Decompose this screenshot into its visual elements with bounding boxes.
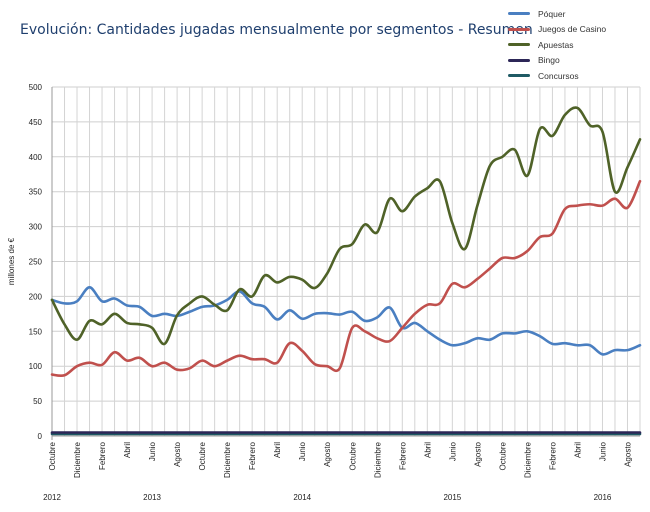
axes	[51, 87, 640, 440]
x-tick-label: Febrero	[398, 441, 407, 470]
y-tick-label: 100	[29, 362, 43, 371]
legend-label-concursos: Concursos	[538, 70, 579, 81]
y-tick-label: 200	[29, 292, 43, 301]
x-tick-label: Abril	[123, 442, 132, 458]
x-tick-label: Octubre	[348, 441, 357, 470]
series-line-casino	[50, 179, 642, 378]
series-line-apuestas	[50, 106, 642, 346]
legend-item-poquer: Póquer	[508, 6, 606, 22]
series-lines	[50, 106, 642, 436]
y-tick-label: 350	[29, 188, 43, 197]
y-tick-label: 300	[29, 223, 43, 232]
y-tick-label: 50	[33, 397, 42, 406]
x-tick-label: Febrero	[548, 441, 557, 470]
chart-title: Evolución: Cantidades jugadas mensualmen…	[20, 22, 533, 38]
year-label: 2016	[594, 493, 612, 502]
x-tick-label: Octubre	[48, 441, 57, 470]
x-tick-label: Junio	[598, 441, 607, 461]
legend-label-bingo: Bingo	[538, 55, 560, 66]
legend-label-casino: Juegos de Casino	[538, 24, 607, 35]
y-axis-label: millones de €	[7, 237, 16, 285]
x-tick-label: Abril	[273, 442, 282, 458]
legend-item-casino: Juegos de Casino	[508, 22, 606, 38]
y-tick-label: 0	[38, 432, 43, 441]
x-tick-label: Octubre	[198, 441, 207, 470]
x-tick-label: Agosto	[173, 441, 182, 466]
y-tick-label: 250	[29, 258, 43, 267]
x-tick-label: Diciembre	[523, 441, 532, 478]
x-tick-label: Junio	[148, 441, 157, 461]
legend-swatch-concursos	[508, 74, 530, 78]
x-tick-label: Octubre	[498, 441, 507, 470]
x-tick-label: Diciembre	[373, 441, 382, 478]
x-tick-label: Diciembre	[223, 441, 232, 478]
x-tick-label: Diciembre	[73, 441, 82, 478]
legend-swatch-apuestas	[508, 43, 530, 47]
y-tick-label: 400	[29, 153, 43, 162]
series-line-poquer	[50, 286, 642, 356]
x-tick-label: Agosto	[473, 441, 482, 466]
legend-label-apuestas: Apuestas	[538, 39, 574, 50]
x-tick-label: Junio	[448, 441, 457, 461]
x-tick-label: Febrero	[248, 441, 257, 470]
legend-label-poquer: Póquer	[538, 8, 566, 19]
legend-item-concursos: Concursos	[508, 68, 606, 84]
year-label: 2014	[293, 493, 311, 502]
legend-item-bingo: Bingo	[508, 53, 606, 69]
legend-swatch-casino	[508, 27, 530, 31]
year-label: 2013	[143, 493, 161, 502]
y-tick-label: 500	[29, 83, 43, 92]
x-tick-label: Junio	[298, 441, 307, 461]
legend-swatch-poquer	[508, 12, 530, 16]
x-tick-label: Agosto	[323, 441, 332, 466]
legend-item-apuestas: Apuestas	[508, 37, 606, 53]
year-label: 2012	[43, 493, 61, 502]
tick-labels: 0 50 100 150 200 250 300 350 400 450 500 millones d…	[7, 83, 632, 502]
y-tick-label: 150	[29, 327, 43, 336]
legend-swatch-bingo	[508, 58, 530, 62]
grid	[51, 86, 641, 437]
x-tick-label: Abril	[423, 442, 432, 458]
x-tick-label: Agosto	[623, 441, 632, 466]
year-label: 2015	[443, 493, 461, 502]
y-tick-label: 450	[29, 118, 43, 127]
legend: Póquer Juegos de Casino Apuestas Bingo C…	[508, 6, 606, 84]
x-tick-label: Febrero	[98, 441, 107, 470]
x-tick-label: Abril	[573, 442, 582, 458]
